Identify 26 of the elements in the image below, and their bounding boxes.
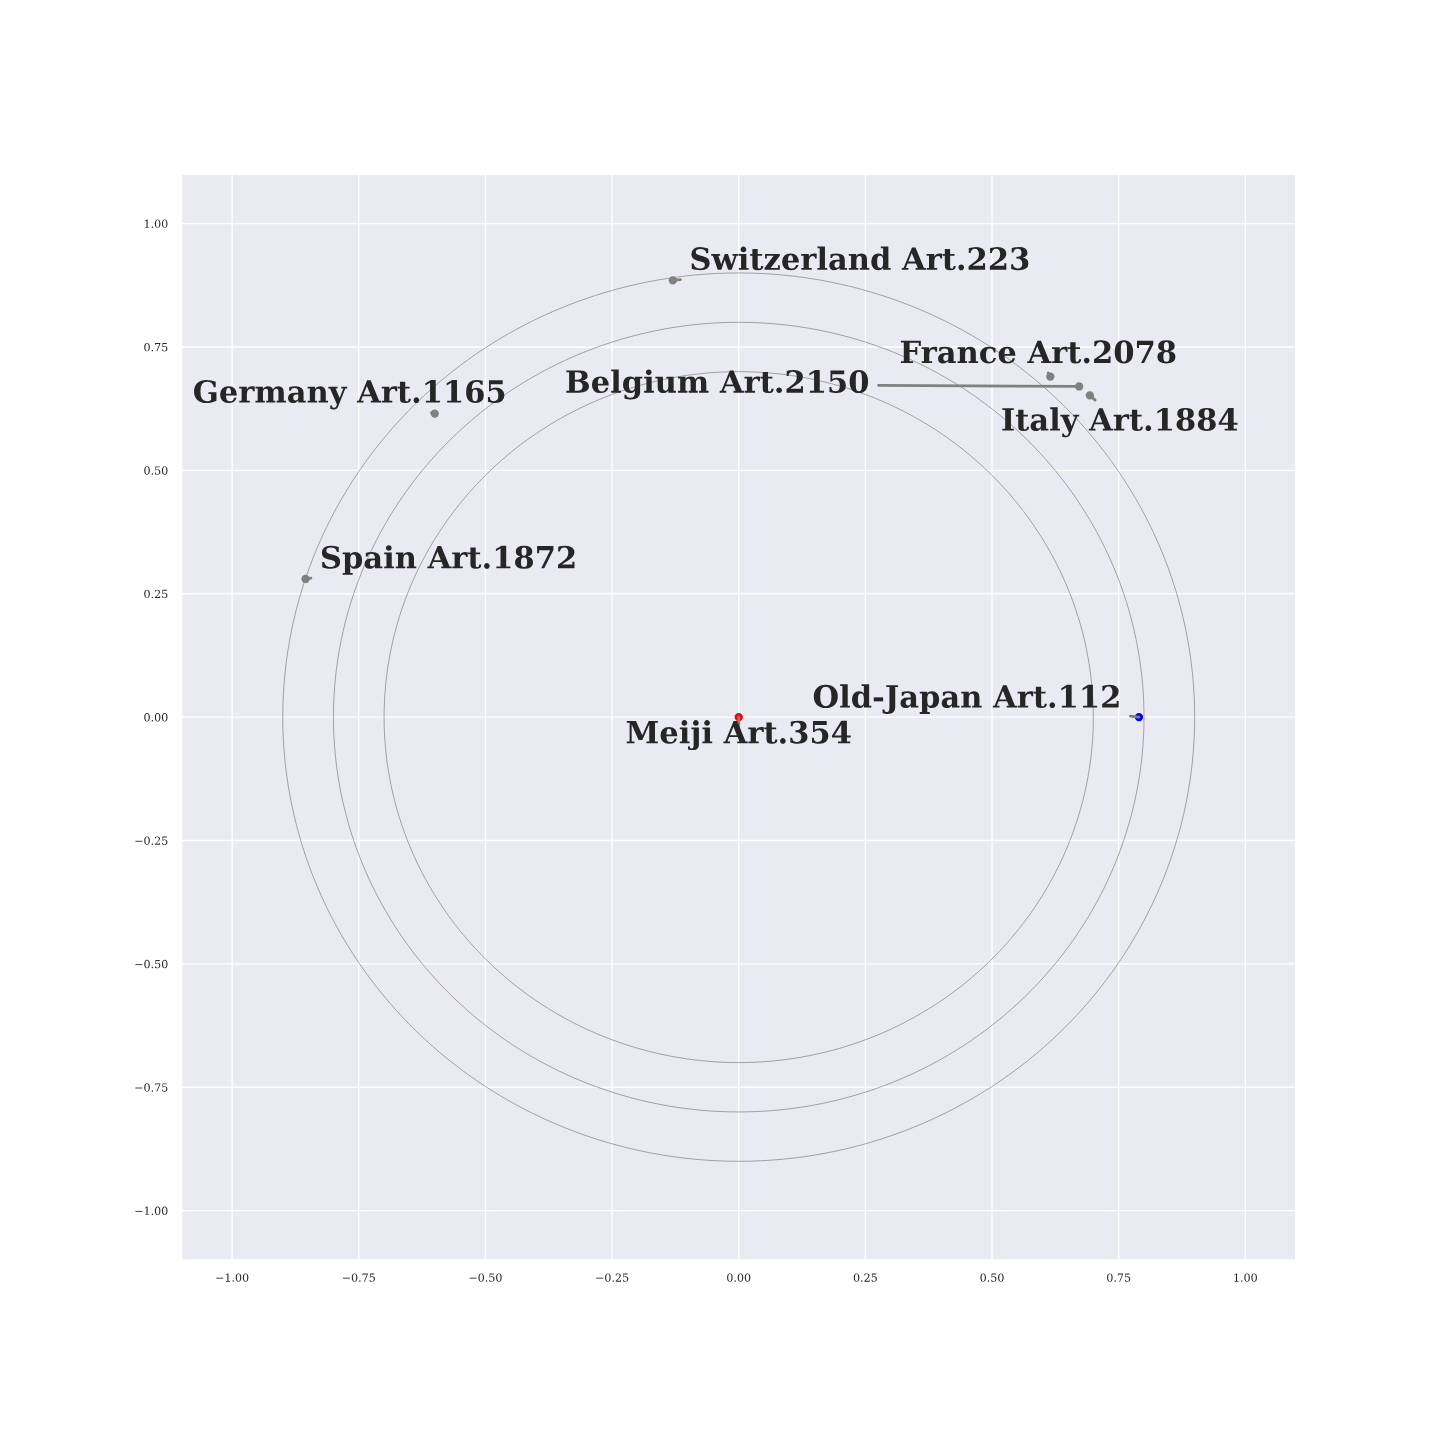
y-tick-label: −0.50	[135, 959, 168, 969]
y-tick-label: 1.00	[144, 219, 168, 228]
annotation: Old-Japan Art.112	[813, 684, 1119, 714]
x-tick-label: −0.25	[596, 1273, 629, 1282]
x-tick-label: −0.75	[342, 1273, 375, 1282]
y-tick-label: −1.00	[135, 1206, 168, 1216]
y-tick-label: 0.75	[144, 342, 168, 352]
annotation: Switzerland Art.223	[691, 246, 1029, 271]
y-tick-label: 0.50	[144, 466, 168, 475]
x-tick-label: 0.25	[853, 1273, 877, 1282]
x-tick-label: 0.50	[980, 1273, 1004, 1282]
x-tick-label: 1.00	[1234, 1273, 1257, 1282]
y-tick-label: 0.00	[144, 713, 168, 722]
annotation: France Art.2078	[900, 340, 1176, 364]
y-tick-label: −0.25	[135, 836, 168, 845]
y-tick-label: 0.25	[144, 589, 168, 599]
annotation: Germany Art.1165	[194, 379, 505, 410]
annotation: Italy Art.1884	[1002, 407, 1238, 438]
x-tick-label: 0.00	[727, 1273, 751, 1282]
y-tick-label: −0.75	[135, 1083, 168, 1092]
annotation: Meiji Art.354	[626, 720, 851, 751]
x-tick-label: 0.75	[1107, 1273, 1131, 1282]
annotation: Spain Art.1872	[321, 545, 575, 575]
x-tick-label: −0.50	[469, 1273, 502, 1282]
annotation: Belgium Art.2150	[566, 369, 869, 400]
x-tick-label: −1.00	[216, 1273, 249, 1282]
